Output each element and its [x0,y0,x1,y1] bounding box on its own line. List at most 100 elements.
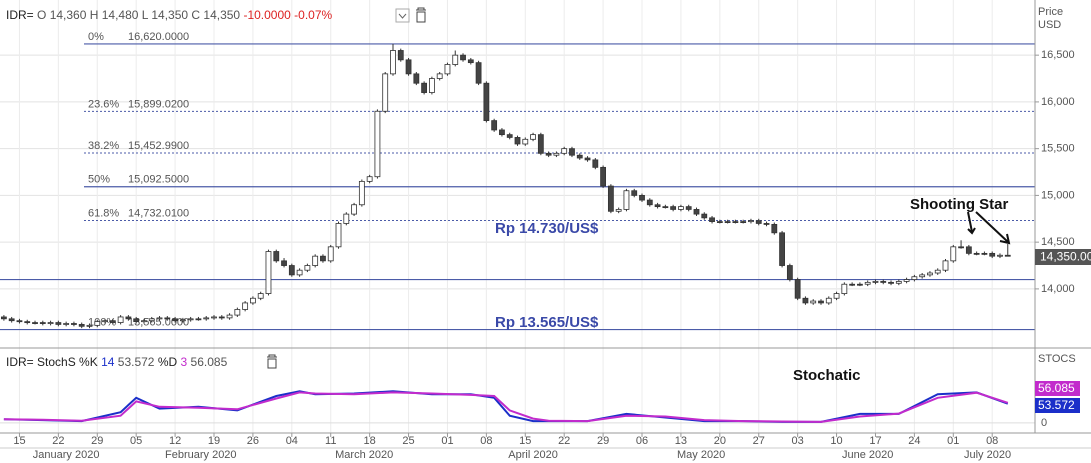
candle-body [880,281,887,283]
candle-body [8,318,15,322]
candle-body [786,265,793,280]
candle-body [141,320,147,323]
candle-body [678,206,684,210]
candle-body [530,134,536,140]
annotation: Shooting Star [910,196,1008,213]
dropdown[interactable] [395,8,410,23]
candle-body [102,320,108,323]
x-tick-label: 15 [13,435,25,447]
candle-body [927,272,933,276]
candle-body [483,82,490,122]
candle-body [965,246,972,254]
value-tag [1035,381,1080,396]
x-tick-label: 22 [52,435,64,447]
candle-body [639,195,645,201]
candle-body [522,138,529,145]
candle-body [748,220,754,223]
candle-body [833,293,840,299]
period: 14 [101,355,115,369]
candle-body [849,283,856,286]
candle-body [179,319,186,322]
candle-body [55,322,62,325]
candle-body [382,73,389,112]
candle-body [950,246,957,262]
candle-body [631,190,638,196]
price-tag-label: 14,350.00 [1040,250,1091,264]
candle-body [452,54,459,65]
candle-body [366,176,373,182]
candle-body [117,316,124,323]
y-tick-label: 14,500 [1041,236,1075,248]
month-label: February 2020 [165,449,237,461]
price-tag [1035,249,1091,265]
arrow [967,211,976,235]
x-tick-label: 01 [441,435,453,447]
candle-body [903,279,910,282]
candle-body [576,154,583,159]
marks [0,43,1011,423]
candle-body [864,281,871,285]
candle-body [825,297,832,304]
period: 3 [181,355,188,369]
candle-body [421,82,428,93]
candle-body [569,148,575,156]
month-label: May 2020 [677,449,725,461]
symbol: IDR= [6,8,34,22]
x-tick-label: 29 [91,435,103,447]
delete-icon[interactable] [416,7,426,23]
candle-body [545,152,552,156]
stoch-line [3,391,1009,423]
candle-body [841,283,848,294]
candle-body [226,314,233,319]
candle-body [156,317,163,320]
candle-body [78,324,85,327]
grid [0,0,1035,433]
candle-body [32,322,38,324]
candle-body [218,316,225,319]
candle-body [857,283,863,286]
candle-body [296,269,303,276]
x-tick-label: 03 [792,435,804,447]
candle-body [491,120,498,131]
candle-body [358,180,365,206]
annotation: Rp 13.565/US$ [495,314,599,331]
annotation: Stochatic [793,367,861,384]
candle-body [242,302,249,310]
candle-body [646,199,653,206]
x-tick-label: 29 [597,435,609,447]
candle-body [818,300,824,304]
x-tick-label: 15 [519,435,531,447]
candle-body [607,185,614,212]
candle-body [763,223,770,225]
candle-body [320,255,326,262]
y-tick-label: 16,000 [1041,96,1075,108]
value-tag [1035,398,1080,413]
candle-body [888,281,894,284]
candle-body [234,309,241,316]
delete-icon[interactable] [267,354,277,369]
candle-body [514,137,521,145]
change: -10.0000 [243,8,291,22]
candle-body [662,206,669,209]
month-label: June 2020 [842,449,893,461]
candle-body [16,320,23,323]
month-label: March 2020 [335,449,393,461]
candle-body [63,323,70,325]
y-tick-label: 15,500 [1041,143,1075,155]
candle-body [973,252,980,255]
candle-body [86,324,93,327]
candle-body [771,223,778,234]
fib-ratio: 0% [88,31,104,43]
candle-body [802,297,809,304]
x-tick-label: 19 [208,435,220,447]
y-tick-label: 14,000 [1041,283,1075,295]
candle-body [592,159,599,168]
candle-body [335,223,342,248]
candle-body [265,251,272,294]
y-tick-label: 0 [1041,417,1047,429]
candle-body [600,166,607,187]
candle-body [685,206,692,210]
candle-body [934,269,941,274]
candle-body [195,318,202,321]
